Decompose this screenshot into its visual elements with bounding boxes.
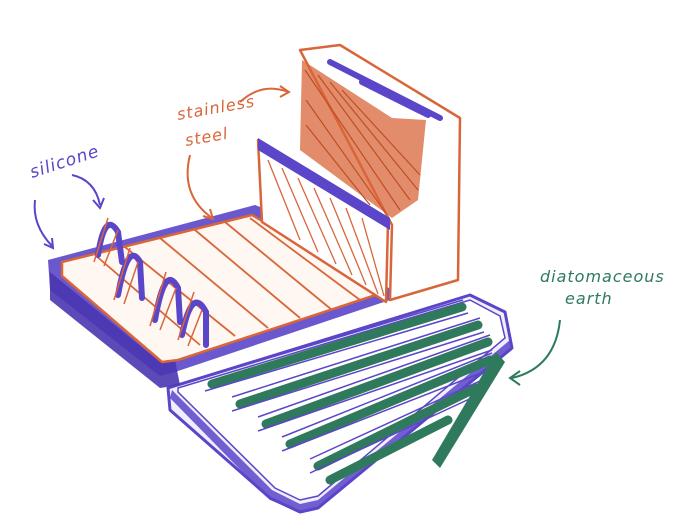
steel-label: steel: [183, 124, 229, 150]
silicone-label: silicone: [27, 141, 102, 182]
silicone-annotation: silicone: [27, 141, 105, 250]
earth-label: earth: [565, 289, 613, 308]
mat-grooves: [207, 302, 495, 485]
stainless-steel-caddy: [256, 43, 462, 304]
stainless-label: stainless: [175, 92, 256, 124]
diatomaceous-label: diatomaceous: [540, 267, 665, 286]
diatomaceous-earth-annotation: diatomaceous earth: [508, 267, 665, 386]
diatomaceous-earth-mat: [166, 293, 514, 514]
